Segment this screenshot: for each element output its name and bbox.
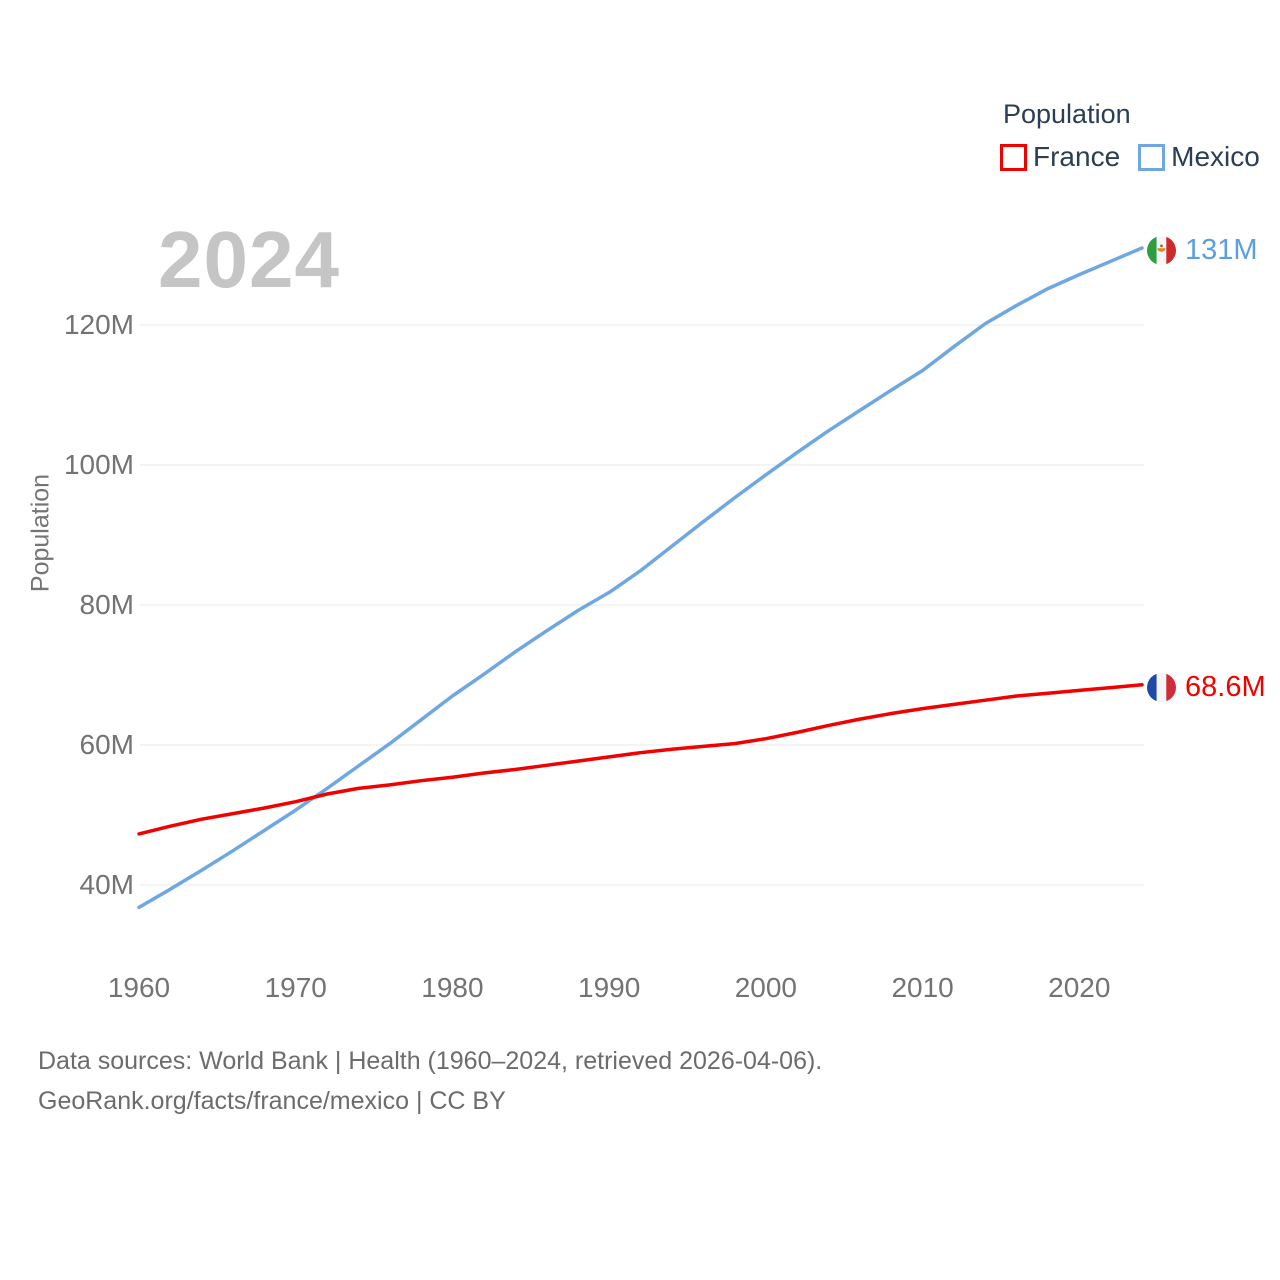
y-tick-label: 80M [79,589,134,620]
data-sources-line: Data sources: World Bank | Health (1960–… [38,1047,823,1075]
x-tick-label: 1960 [107,972,171,1003]
france-flag-red-stripe [1166,673,1176,702]
x-tick-label: 1980 [421,972,484,1003]
legend-item-france[interactable]: France [1033,141,1121,172]
france-end-label: 68.6M [1147,671,1266,704]
y-tick-label: 40M [79,869,134,900]
y-tick-label: 120M [63,309,134,340]
legend-title: Population [1003,99,1131,129]
france-flag-white-stripe [1156,673,1167,702]
y-tick-label: 60M [79,729,134,760]
legend-row: France Mexico [1000,141,1260,173]
mexico-end-label: 131M [1147,234,1258,267]
mexico-flag-green-stripe [1147,236,1157,265]
y-tick-label: 100M [63,449,134,480]
x-tick-label: 2000 [734,972,798,1003]
legend-item-mexico[interactable]: Mexico [1171,141,1260,172]
mexico-flag-emblem-dot [1160,244,1163,248]
france-flag-icon [1147,673,1176,702]
x-tick-label: 2010 [891,972,954,1003]
y-axis-title: Population [26,473,55,593]
year-watermark: 2024 [158,215,340,304]
source-url-line: GeoRank.org/facts/france/mexico | CC BY [38,1087,506,1115]
france-series-swatch-icon[interactable] [1000,143,1027,171]
x-tick-label: 1970 [264,972,327,1003]
x-tick-label: 2020 [1048,972,1111,1003]
mexico-flag-icon [1147,236,1176,265]
mexico-series-line[interactable] [137,246,1144,910]
france-series-line[interactable] [137,683,1144,836]
mexico-end-value: 131M [1185,234,1258,266]
mexico-flag-emblem [1157,248,1166,252]
attribution-footer: Data sources: World Bank | Health (1960–… [38,1041,822,1121]
mexico-series-swatch-icon[interactable] [1138,143,1166,171]
france-end-value: 68.6M [1185,671,1266,703]
france-flag-blue-stripe [1147,673,1157,702]
mexico-flag-red-stripe [1166,236,1176,265]
x-tick-label: 1990 [578,972,641,1003]
chart-legend: Population France Mexico [1000,99,1260,173]
